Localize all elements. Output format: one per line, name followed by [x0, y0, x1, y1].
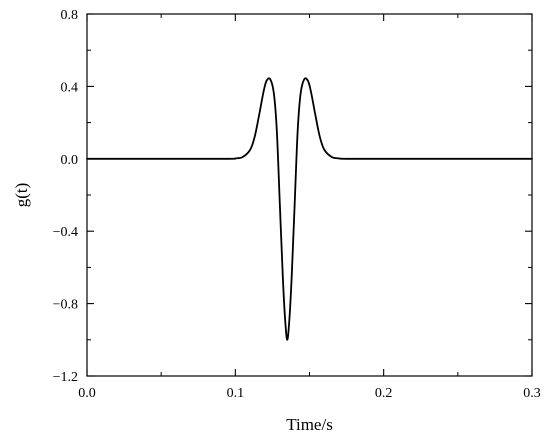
y-tick-label: 0.8 — [61, 8, 79, 23]
x-tick-label: 0.2 — [375, 386, 393, 401]
x-tick-label: 0.3 — [523, 386, 541, 401]
y-axis-title: g(t) — [12, 183, 31, 208]
y-tick-label: −0.8 — [53, 298, 78, 313]
y-tick-label: 0.4 — [61, 80, 79, 95]
y-tick-label: −0.4 — [53, 225, 78, 240]
y-tick-label: 0.0 — [61, 153, 79, 168]
y-tick-label: −1.2 — [53, 370, 78, 385]
x-tick-label: 0.1 — [227, 386, 245, 401]
series-line — [86, 77, 533, 341]
x-tick-label: 0.0 — [78, 386, 96, 401]
plot-frame — [86, 13, 533, 377]
x-axis-ticks: 0.0 0.1 0.2 0.3 — [78, 14, 541, 401]
x-axis-title: Time/s — [286, 415, 333, 434]
y-axis-ticks: 0.8 0.4 0.0 −0.4 −0.8 −1.2 — [53, 8, 532, 385]
